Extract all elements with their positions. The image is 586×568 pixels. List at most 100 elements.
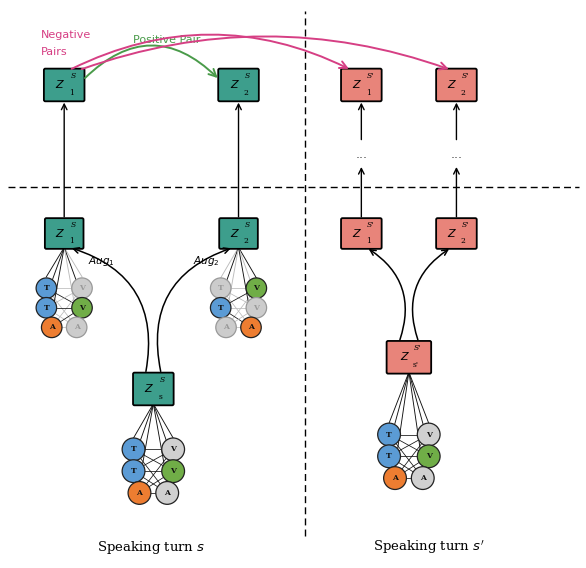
Circle shape [122, 460, 145, 483]
FancyBboxPatch shape [436, 218, 477, 249]
Text: T: T [43, 284, 49, 292]
Text: $Aug_1$: $Aug_1$ [88, 254, 115, 268]
Text: 1: 1 [366, 89, 371, 97]
Text: S': S' [367, 72, 374, 80]
FancyBboxPatch shape [387, 341, 431, 374]
Circle shape [162, 438, 185, 461]
Text: ...: ... [355, 148, 367, 161]
Text: V: V [253, 284, 259, 292]
Text: A: A [74, 323, 80, 331]
Text: $Z$: $Z$ [400, 350, 410, 362]
Circle shape [384, 467, 407, 490]
Text: S: S [159, 376, 165, 384]
Text: S': S' [462, 220, 469, 228]
Text: V: V [79, 284, 85, 292]
Text: Positive Pair: Positive Pair [132, 35, 200, 45]
Text: $Z$: $Z$ [230, 78, 240, 90]
Circle shape [417, 423, 440, 446]
FancyArrowPatch shape [158, 248, 229, 371]
Text: T: T [131, 467, 137, 475]
Circle shape [246, 278, 267, 298]
Text: V: V [79, 304, 85, 312]
FancyArrowPatch shape [413, 250, 448, 340]
Text: s': s' [413, 361, 419, 369]
Text: V: V [426, 431, 432, 438]
Text: $Z$: $Z$ [144, 382, 155, 394]
Text: 1: 1 [69, 237, 74, 245]
FancyBboxPatch shape [133, 373, 173, 406]
Circle shape [210, 298, 231, 318]
Circle shape [210, 278, 231, 298]
Text: A: A [164, 489, 170, 497]
Text: T: T [386, 431, 392, 438]
Text: S': S' [367, 220, 374, 228]
Text: $Z$: $Z$ [55, 227, 65, 239]
FancyBboxPatch shape [45, 218, 84, 249]
Text: 1: 1 [366, 237, 371, 245]
Circle shape [162, 460, 185, 483]
Text: Negative: Negative [40, 31, 91, 40]
FancyArrowPatch shape [370, 250, 406, 340]
FancyBboxPatch shape [341, 69, 381, 101]
FancyArrowPatch shape [73, 248, 149, 371]
Text: A: A [248, 323, 254, 331]
Circle shape [378, 445, 400, 467]
FancyArrowPatch shape [81, 36, 447, 69]
FancyBboxPatch shape [44, 69, 84, 101]
Circle shape [417, 445, 440, 467]
Text: A: A [49, 323, 54, 331]
Text: 2: 2 [243, 89, 248, 97]
Text: T: T [386, 452, 392, 460]
Circle shape [36, 278, 57, 298]
Text: T: T [131, 445, 137, 453]
Circle shape [378, 423, 400, 446]
Text: T: T [43, 304, 49, 312]
Text: 1: 1 [69, 89, 74, 97]
Text: V: V [426, 452, 432, 460]
Text: $Z$: $Z$ [448, 78, 458, 90]
Text: Pairs: Pairs [40, 47, 67, 57]
Text: V: V [253, 304, 259, 312]
Text: $Z$: $Z$ [448, 227, 458, 239]
Circle shape [128, 482, 151, 504]
Circle shape [36, 298, 57, 318]
Circle shape [42, 317, 62, 337]
Text: $Z$: $Z$ [230, 227, 240, 239]
FancyArrowPatch shape [85, 45, 216, 78]
Text: A: A [223, 323, 229, 331]
Circle shape [66, 317, 87, 337]
Circle shape [122, 438, 145, 461]
Circle shape [246, 298, 267, 318]
Text: S: S [70, 72, 76, 80]
Circle shape [216, 317, 236, 337]
Text: S: S [245, 220, 250, 228]
Text: A: A [392, 474, 398, 482]
FancyArrowPatch shape [71, 35, 347, 69]
Text: s: s [158, 393, 162, 401]
Circle shape [241, 317, 261, 337]
Text: T: T [218, 304, 224, 312]
Text: Speaking turn $s$: Speaking turn $s$ [97, 539, 206, 556]
Circle shape [71, 278, 92, 298]
Text: $Z$: $Z$ [352, 227, 362, 239]
Text: ...: ... [451, 148, 462, 161]
Circle shape [71, 298, 92, 318]
Text: V: V [170, 467, 176, 475]
Text: $Z$: $Z$ [352, 78, 362, 90]
Text: A: A [420, 474, 425, 482]
FancyBboxPatch shape [219, 218, 258, 249]
Circle shape [156, 482, 179, 504]
Text: S': S' [462, 72, 469, 80]
Text: S: S [245, 72, 250, 80]
Text: V: V [170, 445, 176, 453]
FancyBboxPatch shape [218, 69, 259, 101]
Text: Speaking turn $s'$: Speaking turn $s'$ [373, 538, 485, 556]
Text: $Aug_2$: $Aug_2$ [193, 254, 219, 268]
Circle shape [411, 467, 434, 490]
Text: S: S [70, 220, 76, 228]
Text: $Z$: $Z$ [55, 78, 65, 90]
FancyBboxPatch shape [341, 218, 381, 249]
Text: 2: 2 [461, 237, 466, 245]
Text: 2: 2 [461, 89, 466, 97]
Text: T: T [218, 284, 224, 292]
